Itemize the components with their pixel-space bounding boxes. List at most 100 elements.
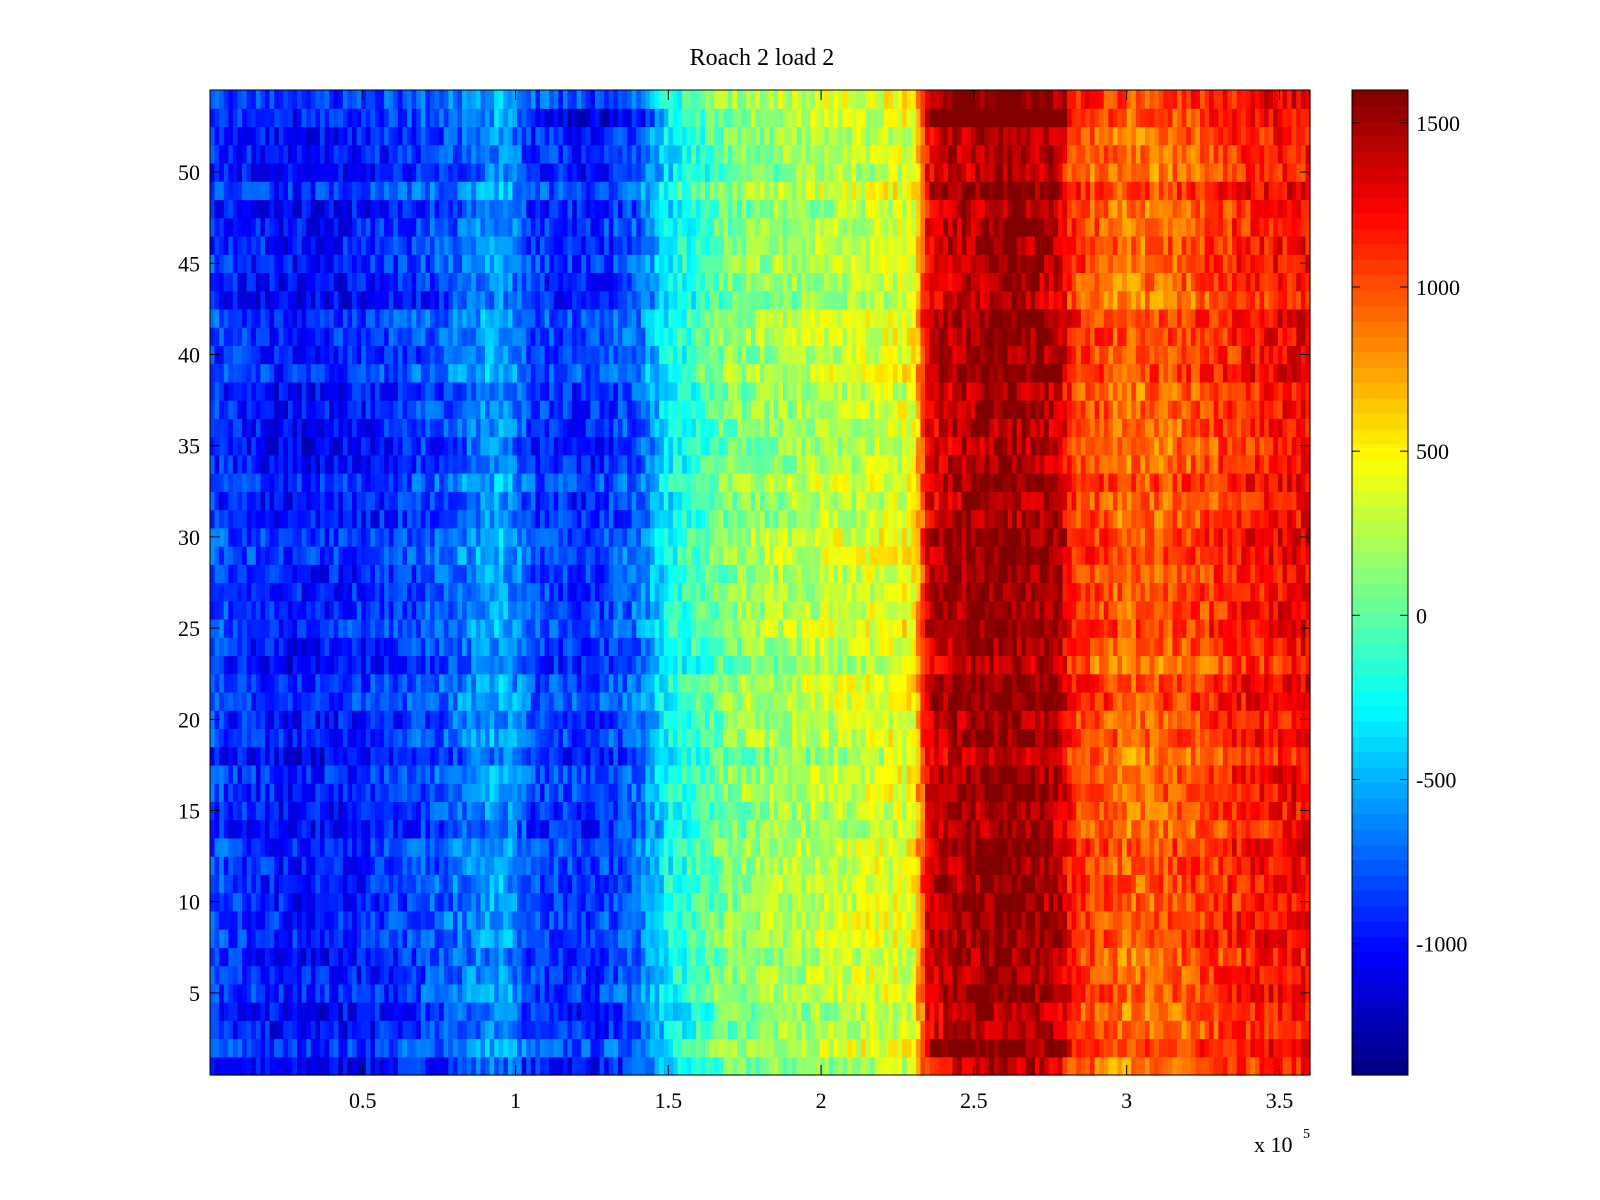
heatmap-cell: [760, 892, 766, 912]
heatmap-cell: [906, 1020, 912, 1040]
heatmap-cell: [329, 783, 335, 802]
heatmap-cell: [1126, 1002, 1132, 1021]
heatmap-cell: [278, 1038, 284, 1058]
heatmap-cell: [310, 856, 317, 875]
heatmap-cell: [714, 1056, 720, 1076]
heatmap-cell: [1222, 983, 1229, 1003]
heatmap-cell: [1241, 965, 1247, 985]
heatmap-cell: [310, 1002, 317, 1021]
heatmap-cell: [769, 892, 775, 912]
heatmap-cell: [691, 910, 697, 930]
heatmap-cell: [535, 764, 541, 784]
heatmap-cell: [737, 710, 743, 730]
heatmap-cell: [645, 746, 651, 766]
heatmap-cell: [526, 1002, 532, 1021]
heatmap-cell: [1200, 1056, 1206, 1076]
heatmap-cell: [475, 929, 482, 948]
heatmap-cell: [1227, 929, 1233, 948]
heatmap-cell: [870, 801, 876, 821]
heatmap-cell: [1117, 746, 1123, 766]
heatmap-cell: [329, 856, 335, 875]
heatmap-cell: [581, 819, 587, 839]
heatmap-cell: [874, 1020, 880, 1040]
heatmap-cell: [695, 892, 702, 912]
heatmap-cell: [934, 910, 940, 930]
heatmap-cell: [1264, 856, 1270, 875]
heatmap-cell: [792, 783, 798, 802]
heatmap-cell: [617, 983, 624, 1003]
heatmap-cell: [677, 1020, 683, 1040]
heatmap-cell: [1172, 965, 1178, 985]
heatmap-cell: [805, 947, 812, 967]
heatmap-cell: [815, 910, 821, 930]
heatmap-cell: [824, 1002, 830, 1021]
heatmap-cell: [553, 1020, 559, 1040]
heatmap-cell: [897, 892, 903, 912]
heatmap-cell: [320, 965, 326, 985]
heatmap-cell: [796, 856, 802, 875]
heatmap-cell: [879, 783, 885, 802]
heatmap-cell: [1181, 819, 1187, 839]
heatmap-cell: [251, 801, 257, 821]
heatmap-cell: [906, 965, 912, 985]
heatmap-cell: [503, 910, 509, 930]
heatmap-cell: [1057, 1038, 1064, 1058]
heatmap-cell: [567, 1020, 573, 1040]
heatmap-cell: [980, 691, 986, 711]
heatmap-cell: [329, 874, 335, 894]
heatmap-cell: [709, 1020, 715, 1040]
heatmap-cell: [242, 1038, 248, 1058]
heatmap-cell: [242, 710, 248, 730]
heatmap-cell: [283, 691, 289, 711]
heatmap-cell: [416, 1002, 422, 1021]
heatmap-cell: [631, 1038, 637, 1058]
heatmap-cell: [700, 783, 706, 802]
heatmap-cell: [1021, 1038, 1027, 1058]
heatmap-cell: [677, 764, 683, 784]
heatmap-cell: [214, 856, 220, 875]
heatmap-cell: [897, 783, 903, 802]
heatmap-cell: [1057, 856, 1064, 875]
heatmap-cell: [320, 1056, 326, 1076]
heatmap-cell: [219, 1020, 225, 1040]
heatmap-cell: [1213, 910, 1219, 930]
heatmap-cell: [572, 965, 578, 985]
heatmap-cell: [420, 783, 427, 802]
heatmap-cell: [750, 710, 757, 730]
heatmap-cell: [1007, 783, 1013, 802]
heatmap-cell: [1048, 801, 1054, 821]
heatmap-cell: [1259, 856, 1265, 875]
heatmap-cell: [1076, 783, 1082, 802]
heatmap-cell: [1158, 874, 1164, 894]
heatmap-cell: [324, 983, 330, 1003]
heatmap-cell: [1264, 783, 1270, 802]
heatmap-cell: [741, 910, 747, 930]
heatmap-cell: [888, 1002, 894, 1021]
heatmap-cell: [1067, 746, 1073, 766]
heatmap-cell: [576, 783, 582, 802]
heatmap-cell: [892, 874, 899, 894]
heatmap-cell: [1305, 929, 1311, 948]
heatmap-cell: [544, 837, 550, 857]
heatmap-cell: [741, 691, 747, 711]
heatmap-cell: [892, 910, 899, 930]
heatmap-cell: [219, 691, 225, 711]
heatmap-cell: [237, 710, 243, 730]
heatmap-cell: [269, 691, 275, 711]
heatmap-cell: [498, 929, 504, 948]
heatmap-cell: [310, 837, 317, 857]
heatmap-cell: [865, 1056, 871, 1076]
heatmap-cell: [705, 837, 711, 857]
heatmap-cell: [874, 1056, 880, 1076]
heatmap-cell: [507, 764, 514, 784]
heatmap-cell: [512, 710, 518, 730]
heatmap-cell: [672, 691, 679, 711]
heatmap-cell: [1103, 1038, 1109, 1058]
heatmap-cell: [585, 892, 592, 912]
heatmap-cell: [494, 746, 500, 766]
heatmap-cell: [498, 874, 504, 894]
heatmap-cell: [700, 691, 706, 711]
heatmap-cell: [1076, 710, 1082, 730]
heatmap-cell: [636, 892, 642, 912]
heatmap-cell: [503, 947, 509, 967]
